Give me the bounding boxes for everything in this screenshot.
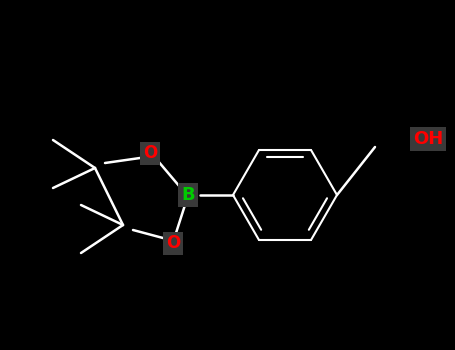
Text: O: O bbox=[166, 234, 180, 252]
Text: B: B bbox=[181, 186, 195, 204]
Text: O: O bbox=[143, 144, 157, 162]
Text: OH: OH bbox=[413, 130, 443, 148]
